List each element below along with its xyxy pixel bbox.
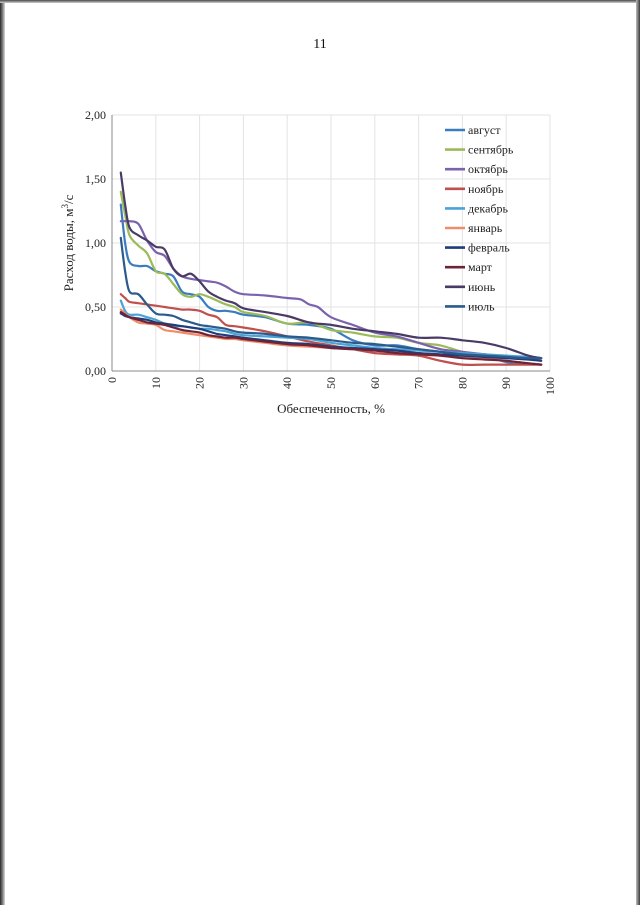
- legend-label: июль: [468, 299, 495, 313]
- legend-label: декабрь: [468, 201, 509, 215]
- x-tick-label: 50: [324, 377, 338, 389]
- y-tick-label: 1,50: [85, 172, 106, 186]
- x-tick-labels: 0 10 20 30 40 50 60 70 80 90 100: [105, 377, 557, 395]
- x-tick-label: 0: [105, 377, 119, 383]
- x-tick-label: 10: [149, 377, 163, 389]
- y-tick-label: 2,00: [85, 108, 106, 122]
- scan-edge-right: [636, 0, 640, 905]
- x-tick-label: 20: [193, 377, 207, 389]
- x-tick-label: 60: [368, 377, 382, 389]
- legend-label: июнь: [468, 280, 496, 294]
- x-tick-label: 40: [280, 377, 294, 389]
- series-line-3: [119, 293, 543, 366]
- scan-edge-top: [0, 0, 640, 3]
- x-axis-title: Обеспеченность, %: [277, 401, 385, 416]
- y-tick-label: 0,50: [85, 300, 106, 314]
- y-axis-title: Расход воды, м3/с: [60, 194, 76, 291]
- series-line-2: [119, 219, 543, 360]
- y-tick-label: 0,00: [85, 364, 106, 378]
- scan-edge-left: [0, 0, 5, 905]
- series-line-9: [119, 236, 543, 360]
- legend: август сентябрь октябрь ноябрь декабрь январь…: [445, 123, 514, 313]
- grid: [112, 114, 551, 371]
- y-tick-label: 1,00: [85, 236, 106, 250]
- x-tick-label: 80: [455, 377, 469, 389]
- series-line-7: [119, 311, 543, 366]
- y-axis-title-unit: /с: [61, 194, 76, 204]
- y-tick-labels: 0,00 0,50 1,00 1,50 2,00: [85, 108, 106, 378]
- legend-label: март: [468, 260, 493, 274]
- series-line-6: [119, 312, 543, 362]
- x-tick-label: 100: [543, 377, 557, 395]
- series-lines: [119, 171, 543, 366]
- x-tick-label: 30: [236, 377, 250, 389]
- series-line-1: [119, 190, 543, 360]
- legend-label: август: [468, 123, 501, 137]
- legend-label: ноябрь: [468, 182, 504, 196]
- x-tick-label: 90: [499, 377, 513, 389]
- legend-label: февраль: [468, 241, 510, 255]
- page-number: 11: [313, 37, 327, 52]
- legend-label: октябрь: [468, 162, 508, 176]
- y-axis-title-main: Расход воды, м: [61, 209, 76, 292]
- y-axis-title-sup: 3: [60, 204, 70, 209]
- x-tick-label: 70: [412, 377, 426, 389]
- legend-label: январь: [468, 221, 503, 235]
- series-line-8: [119, 171, 543, 360]
- legend-label: сентябрь: [468, 143, 514, 157]
- axes: [111, 115, 550, 372]
